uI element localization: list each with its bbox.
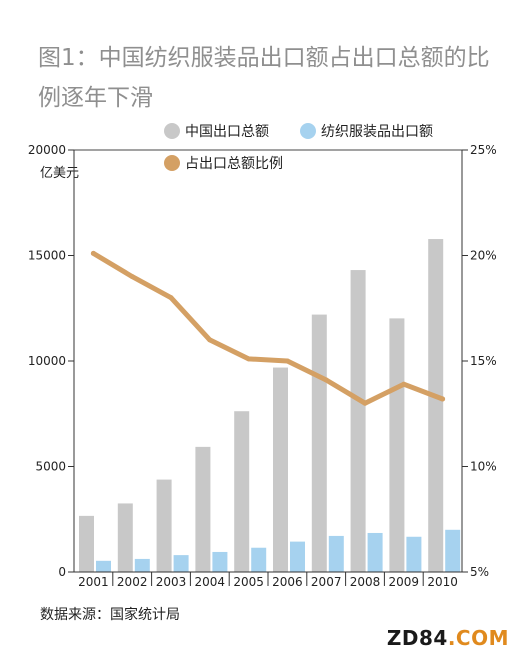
source-note: 数据来源：国家统计局: [40, 607, 180, 623]
right-tick-label: 10%: [470, 460, 497, 474]
chart-title: 图1：中国纺织服装品出口额占出口总额的比例逐年下滑: [38, 45, 490, 111]
ratio-point: [129, 274, 135, 280]
axes: 0 5000 10000 15000 20000 亿美元 5% 10% 15% 20% 25% 200…: [28, 143, 497, 589]
ratio-point: [246, 356, 252, 362]
bar-total-export: [350, 270, 366, 572]
legend-swatch: [300, 123, 316, 139]
ratio-point: [401, 381, 407, 387]
left-tick-label: 15000: [28, 249, 66, 263]
x-tick-label: 2003: [156, 575, 187, 589]
bar-total-export: [389, 318, 405, 572]
bar-textile-export: [96, 560, 111, 572]
left-tick-label: 0: [58, 565, 66, 579]
ratio-line-series: [90, 250, 446, 406]
legend-swatch: [164, 155, 180, 171]
left-axis-label: 亿美元: [40, 166, 79, 181]
ratio-point: [284, 358, 290, 364]
bar-textile-export: [367, 532, 383, 572]
right-tick-label: 5%: [470, 565, 489, 579]
bar-textile-export: [251, 547, 267, 572]
x-tick-label: 2002: [117, 575, 148, 589]
x-tick-label: 2005: [233, 575, 264, 589]
bar-total-export: [428, 239, 444, 573]
legend-swatch: [164, 123, 180, 139]
ratio-point: [440, 396, 446, 402]
left-tick-label: 20000: [28, 143, 66, 157]
ratio-point: [207, 337, 213, 343]
bar-series: [79, 239, 461, 573]
watermark-part1: ZD84: [386, 626, 448, 650]
bar-total-export: [117, 503, 133, 572]
bar-textile-export: [445, 529, 461, 572]
ratio-point: [323, 377, 329, 383]
right-tick-label: 20%: [470, 249, 497, 263]
x-tick-label: 2008: [350, 575, 381, 589]
ratio-point: [90, 250, 96, 256]
bar-textile-export: [290, 541, 305, 572]
bar-textile-export: [212, 551, 228, 572]
ratio-line: [90, 250, 446, 406]
right-tick-label: 15%: [470, 354, 497, 368]
bar-textile-export: [328, 535, 344, 572]
x-tick-label: 2007: [311, 575, 342, 589]
left-tick-label: 5000: [35, 460, 66, 474]
legend-label: 中国出口总额: [185, 124, 269, 140]
right-tick-label: 25%: [470, 143, 497, 157]
bar-total-export: [195, 446, 211, 572]
bar-total-export: [156, 479, 172, 572]
bar-total-export: [234, 411, 250, 572]
x-tick-label: 2004: [195, 575, 226, 589]
legend-label: 纺织服装品出口额: [321, 124, 433, 140]
watermark-logo: ZD84.COM: [387, 626, 509, 650]
ratio-point: [168, 295, 174, 301]
bar-total-export: [311, 314, 327, 572]
bar-total-export: [79, 515, 94, 572]
left-tick-label: 10000: [28, 354, 66, 368]
bar-textile-export: [134, 558, 150, 572]
ratio-point: [362, 400, 368, 406]
x-tick-label: 2001: [78, 575, 109, 589]
watermark-part2: .COM: [447, 626, 509, 650]
x-tick-label: 2009: [389, 575, 420, 589]
bar-total-export: [273, 367, 288, 572]
bar-textile-export: [173, 555, 189, 572]
x-tick-label: 2006: [272, 575, 303, 589]
x-tick-label: 2010: [427, 575, 458, 589]
bar-textile-export: [406, 536, 422, 572]
legend-label: 占出口总额比例: [185, 156, 283, 172]
